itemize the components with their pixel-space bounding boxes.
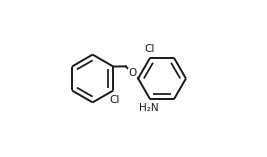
Text: O: O — [128, 68, 137, 78]
Text: Cl: Cl — [109, 95, 119, 105]
Text: H₂N: H₂N — [139, 103, 158, 113]
Text: Cl: Cl — [144, 44, 155, 54]
